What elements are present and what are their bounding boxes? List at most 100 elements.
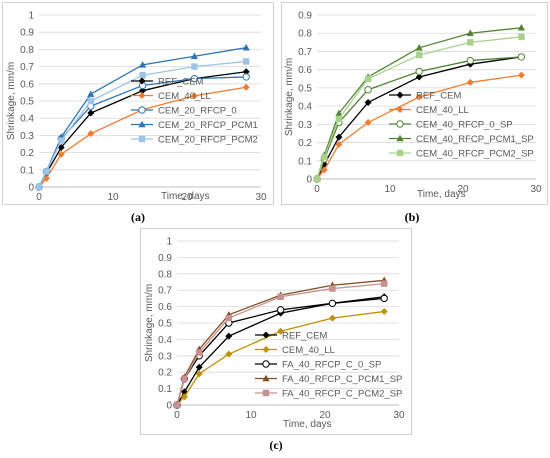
y-tick-label: 0 bbox=[28, 183, 34, 194]
data-point bbox=[225, 314, 232, 322]
data-point bbox=[225, 332, 233, 340]
legend-label: CEM_40_RFCP_0_SP bbox=[416, 120, 513, 131]
y-tick-label: 0.8 bbox=[20, 45, 34, 56]
legend-label: CEM_40_LL bbox=[282, 345, 335, 356]
chart-a: 00.10.20.30.40.50.60.70.80.910 10 20 30Time… bbox=[6, 11, 267, 204]
y-axis-label: Shrinkage, mm/m bbox=[6, 62, 17, 140]
y-tick-label: 1 bbox=[166, 237, 172, 248]
series-CEM_20_RFCP_PCM1 bbox=[35, 43, 250, 190]
data-point bbox=[195, 363, 203, 371]
legend-marker bbox=[138, 106, 146, 114]
legend-label: CEM_20_RFCP_PCM1 bbox=[158, 120, 258, 131]
series-FA_40_RFCP_C_PCM2_SP bbox=[173, 280, 388, 409]
data-point bbox=[57, 150, 65, 158]
y-tick-label: 0.5 bbox=[298, 83, 312, 94]
data-point bbox=[181, 375, 188, 382]
data-point bbox=[335, 140, 343, 148]
y-tick-label: 0.4 bbox=[298, 102, 312, 113]
data-point bbox=[364, 98, 372, 106]
data-point bbox=[364, 119, 372, 127]
y-tick-label: 1 bbox=[28, 11, 34, 22]
data-point bbox=[58, 137, 65, 144]
legend-label: REF_CEM bbox=[416, 91, 461, 102]
legend-marker bbox=[262, 374, 270, 382]
y-tick-label: 0.5 bbox=[158, 319, 172, 330]
y-tick-label: 0.7 bbox=[158, 286, 172, 297]
data-point bbox=[242, 83, 250, 91]
legend-marker bbox=[396, 91, 404, 99]
data-point bbox=[242, 73, 250, 81]
data-point bbox=[467, 39, 474, 46]
data-point bbox=[364, 86, 372, 94]
legend-marker bbox=[396, 149, 404, 157]
data-point bbox=[328, 314, 336, 322]
y-tick-label: 0.7 bbox=[298, 47, 312, 58]
x-tick-label: 20 bbox=[457, 184, 469, 195]
data-point bbox=[328, 299, 337, 308]
data-point bbox=[173, 401, 181, 409]
chart-b: 0 0.1 0.2 0.3 0.4 0.5 0.6 0.7 0.8 0.9 0 10 20 30 Time,… bbox=[284, 11, 542, 201]
data-point bbox=[416, 51, 423, 59]
legend-marker bbox=[262, 360, 270, 368]
data-point bbox=[276, 306, 285, 314]
y-tick-label: 0.3 bbox=[298, 120, 312, 131]
legend-label: FA_40_RFCP_C_PCM1_SP bbox=[282, 374, 402, 385]
data-point bbox=[381, 280, 388, 287]
data-point bbox=[320, 166, 328, 174]
legend-label: CEM_40_LL bbox=[158, 91, 211, 102]
x-tick-label: 0 bbox=[174, 410, 180, 421]
data-point bbox=[195, 370, 203, 378]
data-point bbox=[321, 153, 328, 161]
x-tick-label: 0 bbox=[36, 192, 42, 203]
data-point bbox=[329, 285, 336, 292]
data-point bbox=[43, 168, 50, 175]
data-point bbox=[466, 56, 475, 65]
y-tick-label: 0.1 bbox=[298, 156, 312, 167]
x-tick-label: 30 bbox=[530, 184, 542, 195]
series-CEM_20_RFCP_PCM2 bbox=[35, 58, 250, 191]
data-point bbox=[313, 175, 321, 183]
legend-marker bbox=[138, 77, 146, 85]
data-point bbox=[518, 33, 525, 41]
data-point bbox=[277, 293, 284, 300]
caption-b: (b) bbox=[404, 210, 420, 224]
legend: REF_CEM CEM_40_LL CEM_20_RFCP_0 CEM_20_RFCP… bbox=[131, 77, 258, 146]
y-tick-label: 0 bbox=[306, 175, 312, 186]
x-tick-label: 0 bbox=[314, 184, 320, 195]
legend-label: CEM_40_LL bbox=[416, 105, 469, 116]
legend-marker bbox=[396, 134, 404, 142]
data-point bbox=[415, 73, 423, 81]
y-tick-label: 0.5 bbox=[20, 97, 34, 108]
data-point bbox=[335, 115, 343, 123]
data-point bbox=[87, 90, 95, 97]
legend-marker bbox=[262, 346, 270, 353]
legend-label: CEM_40_RFCP_PCM2_SP bbox=[416, 149, 534, 160]
legend: REF_CEM CEM_40_LL FA_40_RFCP_C_0_SP FA_40_R… bbox=[255, 331, 402, 400]
data-point bbox=[466, 29, 474, 37]
legend-marker bbox=[138, 92, 146, 99]
legend-label: CEM_40_RFCP_PCM1_SP bbox=[416, 134, 534, 145]
y-tick-label: 0.8 bbox=[298, 29, 312, 40]
x-tick-label: 20 bbox=[319, 410, 331, 421]
data-point bbox=[380, 294, 388, 303]
data-point bbox=[277, 327, 285, 335]
chart-panel-a: 0 0.1 0.2 0.3 0.4 0.5 0.6 0.7 0.8 0.9 1 0 10 20 30 Time… bbox=[2, 2, 274, 205]
caption-a: (a) bbox=[131, 210, 145, 224]
series-CEM_40_RFCP_0_SP bbox=[313, 53, 526, 183]
x-axis-label: Time, days bbox=[161, 191, 210, 202]
y-tick-label: 0.2 bbox=[158, 368, 172, 379]
series-CEM_40_RFCP_PCM2_SP bbox=[313, 33, 525, 183]
chart-panel-b: 0 0.1 0.2 0.3 0.4 0.5 0.6 0.7 0.8 0.9 0 10 20 30 Time,… bbox=[281, 2, 548, 205]
data-point bbox=[139, 61, 147, 68]
y-tick-label: 0.3 bbox=[20, 131, 34, 142]
legend-label: REF_CEM bbox=[158, 77, 203, 88]
legend: REF_CEM CEM_40_LL CEM_40_RFCP_0_SP CEM_40_R… bbox=[389, 91, 534, 160]
data-point bbox=[415, 67, 423, 76]
legend-marker bbox=[138, 120, 146, 128]
y-tick-label: 0.6 bbox=[298, 65, 312, 76]
y-tick-label: 0.2 bbox=[298, 138, 312, 149]
data-point bbox=[196, 349, 203, 356]
y-tick-label: 0.1 bbox=[20, 165, 34, 176]
y-tick-label: 0.6 bbox=[20, 79, 34, 90]
y-tick-label: 0.7 bbox=[20, 62, 34, 73]
